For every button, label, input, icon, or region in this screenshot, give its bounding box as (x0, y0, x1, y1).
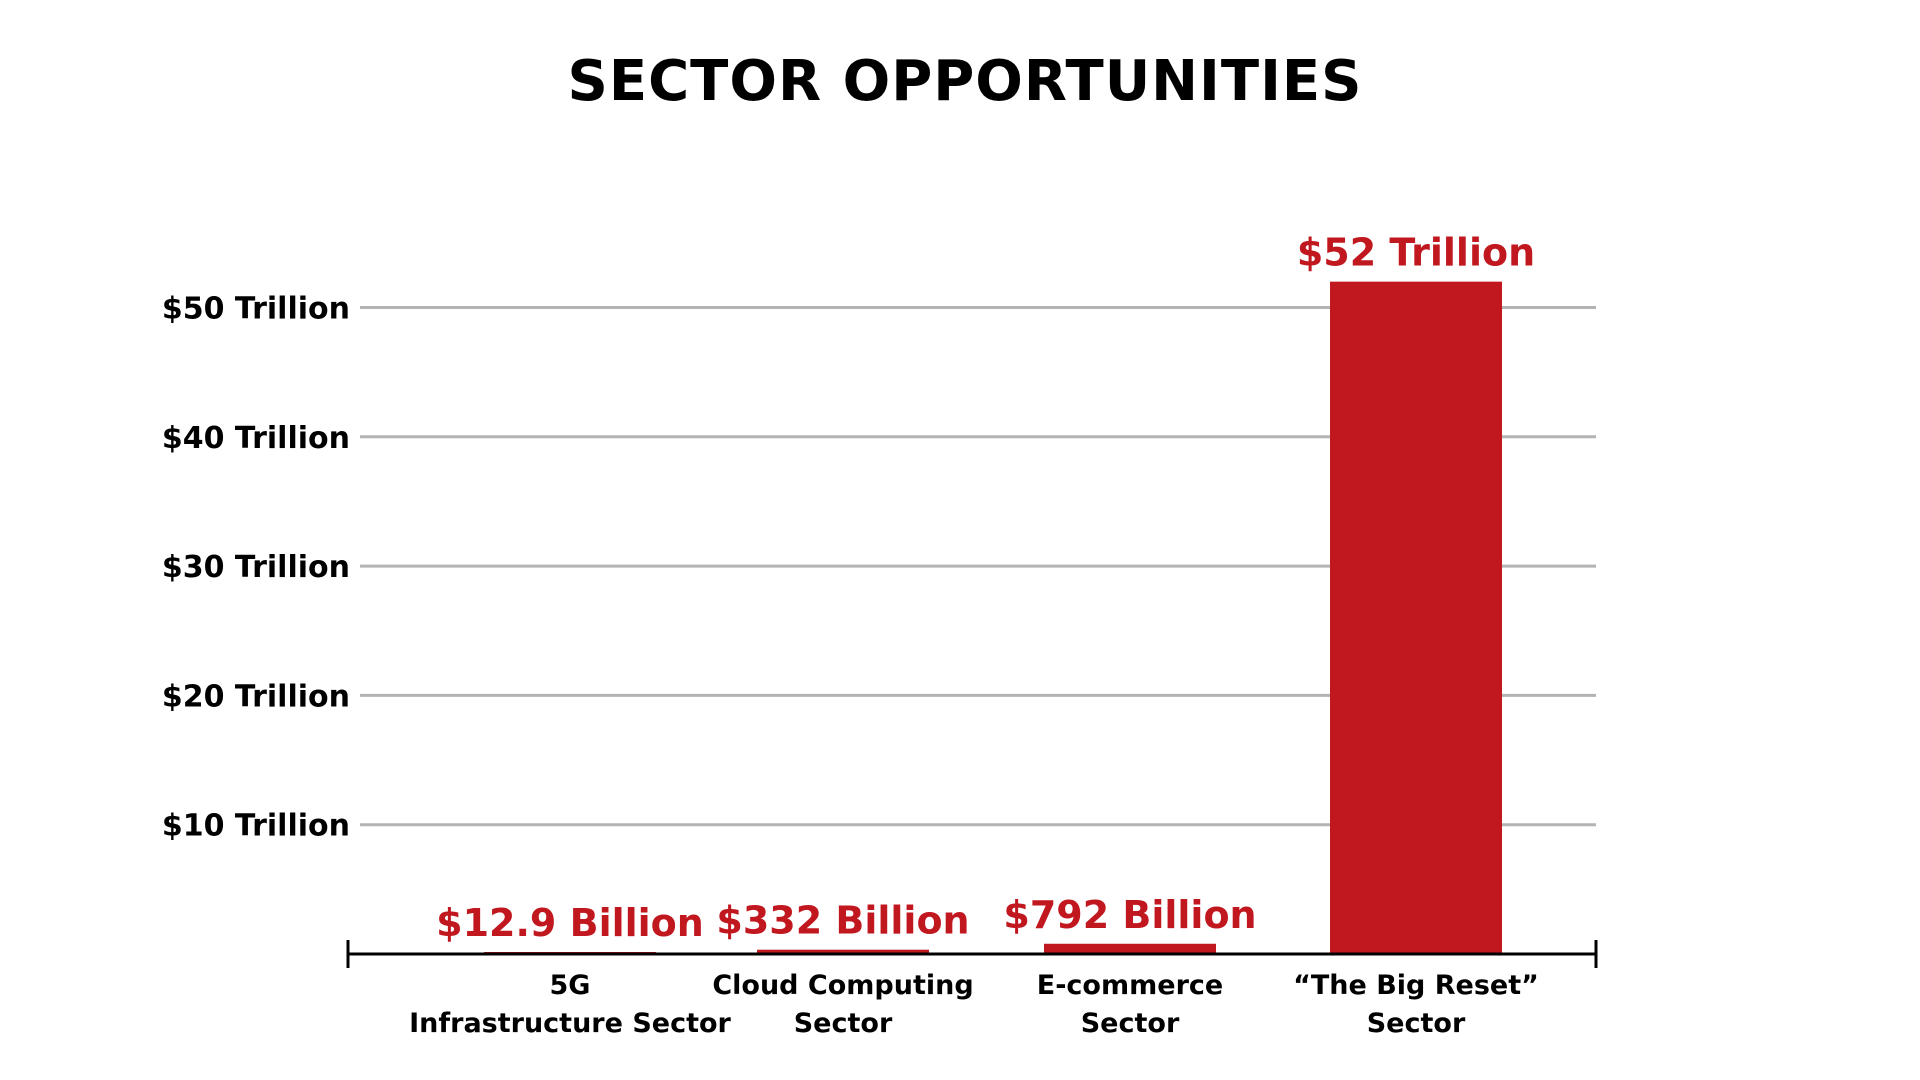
y-tick-label: $50 Trillion (162, 292, 350, 327)
x-tick-label: Infrastructure Sector (409, 1008, 731, 1039)
x-axis (346, 940, 1598, 968)
data-labels: $12.9 Billion $332 Billion $792 Billion $52… (436, 231, 1535, 945)
y-tick-label: $20 Trillion (162, 679, 350, 714)
bars (484, 281, 1502, 954)
bar (757, 949, 929, 954)
x-tick-label: Sector (794, 1008, 893, 1039)
y-tick-label: $30 Trillion (162, 550, 350, 585)
y-tick-label: $10 Trillion (162, 809, 350, 844)
data-label: $332 Billion (716, 899, 969, 943)
x-tick-label: “The Big Reset” (1293, 970, 1539, 1001)
bar (1044, 943, 1216, 954)
x-tick-label: 5G (550, 970, 591, 1001)
x-tick-label: Sector (1367, 1008, 1466, 1039)
x-tick-label: Sector (1081, 1008, 1180, 1039)
data-label: $792 Billion (1003, 893, 1256, 937)
y-axis-ticks: $10 Trillion $20 Trillion $30 Trillion $40 … (162, 292, 350, 844)
chart-title: SECTOR OPPORTUNITIES (567, 49, 1362, 114)
x-tick-label: E-commerce (1037, 970, 1223, 1001)
bar (1330, 281, 1502, 954)
data-label: $52 Trillion (1297, 231, 1535, 275)
x-tick-label: Cloud Computing (712, 970, 973, 1001)
x-axis-ticks: 5G Infrastructure Sector Cloud Computing Se… (409, 970, 1539, 1039)
y-tick-label: $40 Trillion (162, 421, 350, 456)
data-label: $12.9 Billion (436, 901, 704, 945)
